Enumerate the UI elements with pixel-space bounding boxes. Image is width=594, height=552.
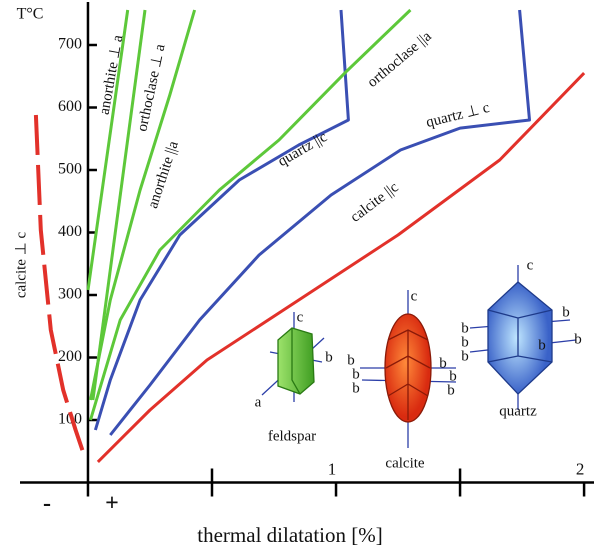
series-label: anorthite ||a: [145, 139, 182, 211]
annotation-minus: -: [43, 491, 51, 517]
x-tick-label: 2: [576, 459, 585, 478]
series-label: calcite ⊥ c: [13, 231, 29, 298]
y-tick-label: 300: [58, 286, 82, 303]
crystal-axis-label: c: [527, 257, 534, 273]
series-line: [96, 72, 586, 463]
x-tick-label: 1: [328, 459, 337, 478]
crystal-axis-label: c: [411, 288, 418, 304]
y-tick-label: 600: [58, 98, 82, 115]
y-axis-label: T°C: [17, 6, 44, 23]
crystal-axis-label: b: [347, 352, 355, 368]
x-axis-label: thermal dilatation [%]: [197, 523, 382, 547]
crystal-axis-label: b: [461, 348, 469, 364]
crystal-axis-label: b: [325, 349, 333, 365]
series-line: [33, 114, 85, 453]
crystal-axis-label: b: [574, 331, 582, 347]
crystal-axis-label: a: [255, 394, 262, 410]
y-tick-label: 500: [58, 161, 82, 178]
crystal-name: calcite: [385, 455, 424, 471]
series-line: [89, 9, 197, 401]
y-tick-label: 400: [58, 223, 82, 240]
crystal-axis-label: b: [461, 334, 469, 350]
crystal-axis-label: c: [297, 309, 304, 325]
crystal-axis-label: b: [447, 382, 455, 398]
crystal-axis-label: b: [449, 368, 457, 384]
crystal-axis-label: b: [352, 366, 360, 382]
y-tick-label: 100: [58, 411, 82, 428]
annotation-plus: +: [105, 491, 119, 517]
series-line: [89, 8, 412, 421]
y-tick-label: 700: [58, 36, 82, 53]
series-line: [86, 9, 130, 291]
crystal-axis-label: b: [439, 355, 447, 371]
series-label: orthoclase ||a: [365, 28, 435, 91]
series-line: [109, 9, 531, 436]
series-line: [93, 9, 350, 431]
series-label: calcite ||c: [348, 179, 402, 225]
crystal-axis-label: b: [538, 337, 546, 353]
crystal-icons: [261, 265, 577, 448]
y-tick-label: 200: [58, 348, 82, 365]
crystal-axis-label: b: [562, 304, 570, 320]
crystal-axis-label: b: [461, 320, 469, 336]
series-line: [91, 9, 147, 401]
crystal-axis-label: b: [352, 380, 360, 396]
crystal-name: feldspar: [268, 428, 316, 444]
series-label: anorthite ⊥ a: [97, 34, 127, 116]
crystal-name: quartz: [499, 403, 537, 419]
